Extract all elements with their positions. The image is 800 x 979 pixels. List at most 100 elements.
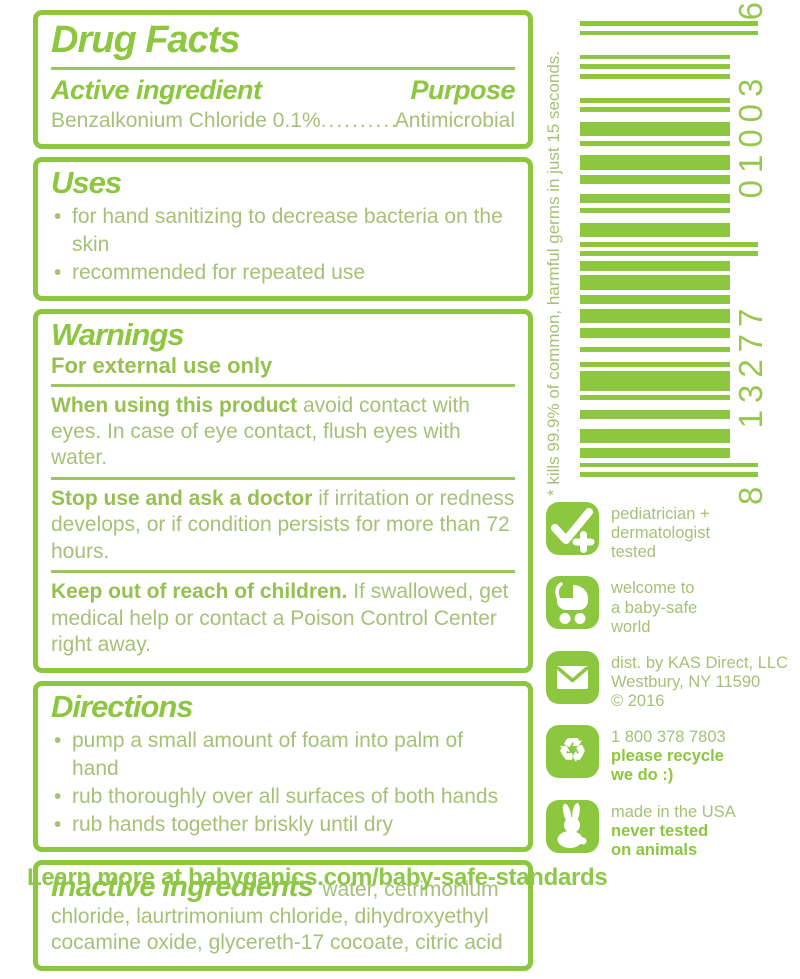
badge-line: we do :) xyxy=(611,766,674,785)
active-ingredient-value: Benzalkonium Chloride 0.1% xyxy=(51,109,321,133)
barcode-bar xyxy=(580,309,730,324)
badge-line: tested xyxy=(611,543,656,562)
barcode-bar xyxy=(580,97,730,103)
active-ingredient-heading: Active ingredient xyxy=(51,74,262,105)
badge-line: © 2016 xyxy=(611,692,665,710)
barcode-bar xyxy=(580,261,730,271)
divider xyxy=(51,66,515,70)
barcode-digit-right: 6 xyxy=(732,2,769,21)
badge-row: pediatrician + dermatologist tested xyxy=(546,502,800,562)
barcode-bar xyxy=(580,174,730,185)
header-section: Drug Facts Active ingredient Purpose Ben… xyxy=(33,10,533,149)
external-use-subheading: For external use only xyxy=(51,353,273,379)
bullet-item: rub thoroughly over all surfaces of both… xyxy=(51,783,515,811)
drug-facts-title: Drug Facts xyxy=(51,19,240,61)
product-label: Drug Facts Active ingredient Purpose Ben… xyxy=(0,0,800,900)
learn-more-text: Learn more at babyganics.com/baby-safe-s… xyxy=(27,864,608,891)
warnings-blocks: When using this product avoid contact wi… xyxy=(51,383,515,659)
barcode-bar xyxy=(580,448,730,458)
active-ingredient-line: Benzalkonium Chloride 0.1% .............… xyxy=(51,108,515,134)
barcode-bar xyxy=(580,64,730,69)
divider xyxy=(51,383,515,387)
uses-list: for hand sanitizing to decrease bacteria… xyxy=(51,203,515,286)
barcode: 8 13277 01003 6 xyxy=(576,0,769,505)
badge-list: pediatrician + dermatologist tested welcome… xyxy=(546,502,800,860)
barcode-bar xyxy=(580,462,758,468)
barcode-bar xyxy=(580,208,730,213)
drug-facts-panel: Drug Facts Active ingredient Purpose Ben… xyxy=(33,10,533,979)
bullet-item: pump a small amount of foam into palm of… xyxy=(51,727,515,782)
badge-line: welcome to xyxy=(611,579,695,598)
barcode-bar xyxy=(580,409,730,420)
barcode-bar xyxy=(580,251,758,257)
warning-block: When using this product avoid contact wi… xyxy=(51,393,470,470)
badge-row: dist. by KAS Direct, LLC Westbury, NY 115… xyxy=(546,650,800,711)
barcode-bar xyxy=(580,141,730,146)
active-ingredient-row: Active ingredient Purpose xyxy=(51,74,515,106)
badge-text: made in the USA never tested on animals xyxy=(611,800,736,860)
badge-row: ♻ 1 800 378 7803 please recycle we do :) xyxy=(546,725,800,785)
barcode-bar xyxy=(580,73,730,79)
warnings-heading: Warnings xyxy=(51,316,185,352)
barcode-bar xyxy=(580,107,730,113)
barcode-bar xyxy=(580,395,730,401)
bullet-item: rub hands together briskly until dry xyxy=(51,811,515,839)
divider xyxy=(51,570,515,574)
barcode-bar xyxy=(580,21,758,26)
barcode-bar xyxy=(580,361,730,367)
badge-line: made in the USA xyxy=(611,802,736,821)
kills-germs-footnote: * kills 99.9% of common, harmful germs i… xyxy=(544,50,563,496)
badge-text: 1 800 378 7803 please recycle we do :) xyxy=(611,725,726,785)
divider xyxy=(51,476,515,480)
barcode-bar xyxy=(580,275,730,290)
badge-line: never tested xyxy=(611,821,709,840)
barcode-bar xyxy=(580,347,730,353)
badge-line: 1 800 378 7803 xyxy=(611,728,726,747)
barcode-digits-group2: 01003 xyxy=(732,71,769,199)
barcode-bar xyxy=(580,193,730,204)
barcode-bar xyxy=(580,472,758,477)
barcode-digits-group1: 13277 xyxy=(732,301,769,429)
badge-line: world xyxy=(611,617,651,636)
barcode-bar xyxy=(580,30,758,36)
envelope-icon xyxy=(546,650,599,704)
badge-row: made in the USA never tested on animals xyxy=(546,799,800,860)
barcode-bar xyxy=(580,241,758,247)
directions-section: Directions pump a small amount of foam i… xyxy=(33,680,533,853)
directions-list: pump a small amount of foam into palm of… xyxy=(51,727,515,838)
purpose-value: Antimicrobial xyxy=(394,109,515,133)
check-plus-icon xyxy=(546,502,599,555)
directions-heading: Directions xyxy=(51,688,194,724)
barcode-bar xyxy=(580,155,730,170)
bullet-item: for hand sanitizing to decrease bacteria… xyxy=(51,203,515,258)
warnings-section: Warnings For external use only When usin… xyxy=(33,308,533,673)
barcode-bar xyxy=(580,371,730,391)
rabbit-icon xyxy=(546,799,599,853)
inactive-ingredients-heading: Inactive ingredients xyxy=(51,871,314,904)
badge-line: pediatrician + xyxy=(611,505,710,523)
badge-line: dist. by KAS Direct, LLC xyxy=(611,653,788,672)
badge-text: pediatrician + dermatologist tested xyxy=(611,502,710,562)
badge-line: Westbury, NY 11590 xyxy=(611,672,761,691)
badge-text: dist. by KAS Direct, LLC Westbury, NY 115… xyxy=(611,651,788,711)
warning-block: Keep out of reach of children. If swallo… xyxy=(51,580,509,657)
badge-text: welcome to a baby-safe world xyxy=(611,576,697,636)
badge-line: dermatologist xyxy=(611,524,711,543)
recycle-icon: ♻ xyxy=(546,725,599,779)
dot-leader: ..................... xyxy=(320,109,395,133)
badge-line: a baby-safe xyxy=(611,598,698,617)
barcode-bar xyxy=(580,429,730,444)
badge-line: please recycle xyxy=(611,747,724,766)
stroller-icon xyxy=(546,576,599,630)
barcode-bar xyxy=(580,294,730,305)
purpose-heading: Purpose xyxy=(410,74,515,105)
uses-section: Uses for hand sanitizing to decrease bac… xyxy=(33,156,533,301)
barcode-bar xyxy=(580,54,730,60)
barcode-bar xyxy=(580,328,730,338)
barcode-bar xyxy=(580,222,730,237)
badge-row: welcome to a baby-safe world xyxy=(546,576,800,636)
badge-line: on animals xyxy=(611,840,698,859)
barcode-bar xyxy=(580,121,730,137)
bullet-item: recommended for repeated use xyxy=(51,259,515,287)
uses-heading: Uses xyxy=(51,164,122,200)
